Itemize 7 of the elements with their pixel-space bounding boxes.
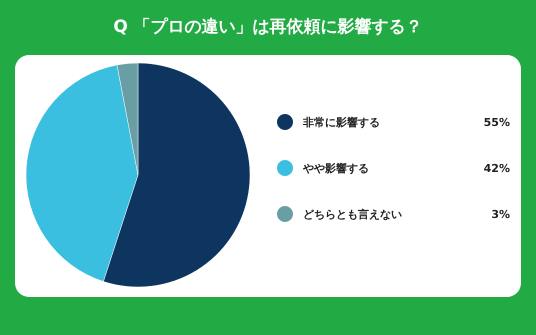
legend-label: やや影響する [302, 162, 369, 175]
data-label: 55% [484, 116, 510, 129]
legend-label: どちらとも言えない [303, 208, 402, 221]
data-label: 3% [491, 208, 510, 221]
legend-label: 非常に影響する [302, 116, 380, 129]
chart-title: Q 「プロの違い」は再依頼に影響する？ [113, 17, 423, 37]
data-label: 42% [484, 162, 510, 175]
